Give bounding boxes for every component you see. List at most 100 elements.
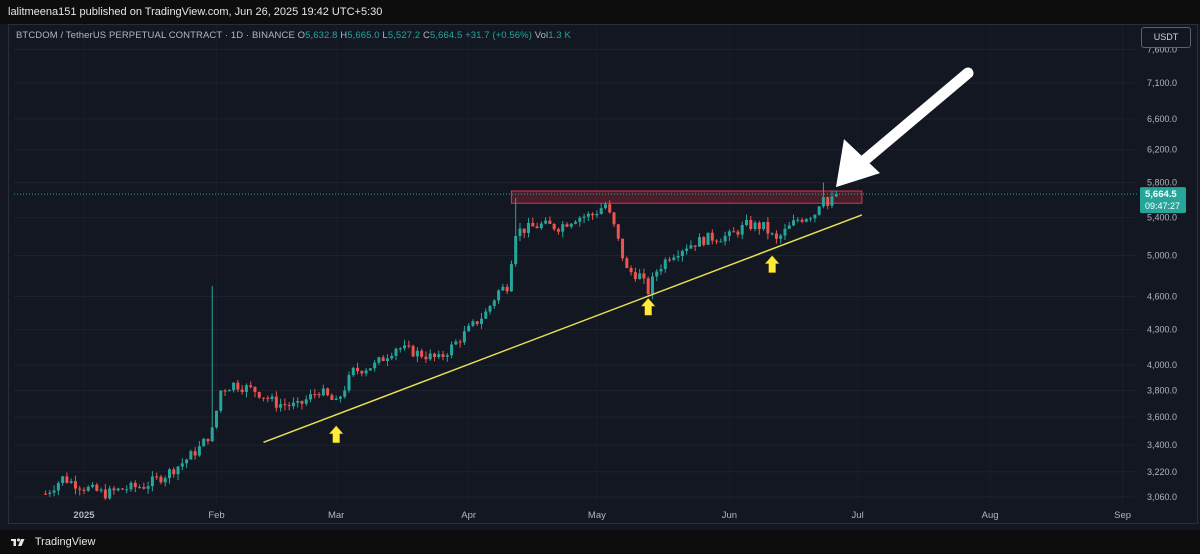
candle-body (783, 228, 787, 236)
candle-body (240, 389, 244, 392)
candle-body (180, 463, 184, 467)
volume-label: Vol (534, 30, 549, 41)
currency-button[interactable]: USDT (1141, 27, 1191, 48)
candle-body (287, 405, 291, 407)
time-tick-label: Jun (722, 510, 737, 521)
candle-body (437, 354, 441, 357)
candle-body (249, 385, 253, 387)
candle-body (300, 400, 304, 404)
candle-body (826, 197, 830, 206)
candle-body (116, 488, 120, 491)
time-tick-label: Sep (1114, 510, 1131, 521)
candle-body (599, 208, 603, 214)
candle-body (343, 390, 347, 397)
candle-body (244, 385, 248, 392)
candle-body (484, 311, 488, 319)
candle-body (749, 219, 753, 229)
candle-body (727, 231, 731, 236)
candle-body (377, 357, 381, 363)
candle-body (650, 276, 654, 295)
candle-body (625, 258, 629, 269)
candle-body (629, 268, 633, 273)
candle-body (603, 204, 607, 209)
candle-body (762, 221, 766, 230)
price-tick-label: 3,600.0 (1147, 412, 1177, 422)
tradingview-brand[interactable]: TradingView (10, 534, 95, 550)
chart-frame[interactable] (8, 24, 1198, 524)
candle-body (697, 237, 701, 247)
candle-body (539, 223, 543, 229)
candle-body (185, 459, 189, 464)
candle-body (702, 237, 706, 245)
footer-bar: TradingView (0, 530, 1200, 554)
candle-body (745, 219, 748, 225)
candle-body (616, 224, 620, 239)
price-tick-label: 4,300.0 (1147, 325, 1177, 335)
candle-body (394, 348, 398, 356)
candle-body (689, 245, 693, 249)
candle-body (779, 235, 783, 239)
support-arrow-icon (764, 255, 780, 273)
candle-body (364, 370, 368, 374)
time-tick-label: Feb (208, 510, 224, 521)
candle-body (61, 476, 65, 483)
close-value: 5,664.5 +31.7 (+0.56%) (429, 30, 532, 41)
candle-body (103, 489, 107, 499)
candle-body (817, 206, 821, 215)
candle-body (531, 222, 535, 227)
candle-body (291, 402, 295, 407)
candle-body (48, 492, 52, 494)
candle-body (381, 357, 385, 361)
candle-body (167, 469, 171, 479)
candle-body (501, 286, 505, 291)
candle-body (262, 397, 266, 399)
support-markers (328, 255, 780, 444)
candle-body (351, 367, 355, 376)
candle-body (693, 245, 697, 247)
candle-body (150, 476, 154, 487)
candle-body (146, 486, 150, 489)
time-tick-label: Apr (461, 510, 476, 521)
candle-body (338, 396, 342, 399)
support-arrow-icon (640, 297, 656, 316)
candle-body (454, 341, 458, 345)
candle-body (591, 213, 595, 216)
publisher-text: lalitmeena151 published on TradingView.c… (8, 6, 383, 18)
candle-body (467, 325, 471, 332)
candle-body (774, 233, 778, 239)
candle-body (120, 488, 124, 490)
candle-body (347, 375, 351, 391)
candle-body (753, 222, 757, 229)
candle-body (321, 388, 325, 396)
candle-body (390, 355, 394, 359)
candle-body (821, 197, 825, 207)
candle-body (210, 427, 214, 442)
candle-body (450, 344, 454, 356)
resistance-box (510, 190, 863, 204)
candle-body (621, 238, 625, 259)
time-tick-label: Mar (328, 510, 344, 521)
candle-body (78, 488, 82, 490)
candle-body (73, 481, 77, 489)
candle-body (138, 487, 142, 489)
candle-body (232, 382, 236, 391)
price-tick-label: 3,800.0 (1147, 385, 1177, 395)
candle-body (266, 397, 270, 399)
candle-body (176, 466, 180, 475)
candle-body (663, 259, 667, 270)
candle-body (556, 229, 560, 232)
candle-body (253, 386, 257, 392)
trendline-layer (263, 214, 863, 443)
price-tick-label: 7,600.0 (1147, 45, 1177, 55)
candle-body (99, 489, 103, 491)
close-label: C (422, 30, 430, 41)
candle-body (565, 224, 569, 227)
candle-body (189, 451, 193, 460)
candle-body (462, 331, 466, 343)
candle-body (313, 394, 317, 396)
candle-body (638, 273, 642, 280)
symbol-name: BTCDOM / TetherUS PERPETUAL CONTRACT · 1… (16, 30, 295, 41)
candle-body (706, 232, 710, 245)
candle-body (206, 438, 210, 442)
